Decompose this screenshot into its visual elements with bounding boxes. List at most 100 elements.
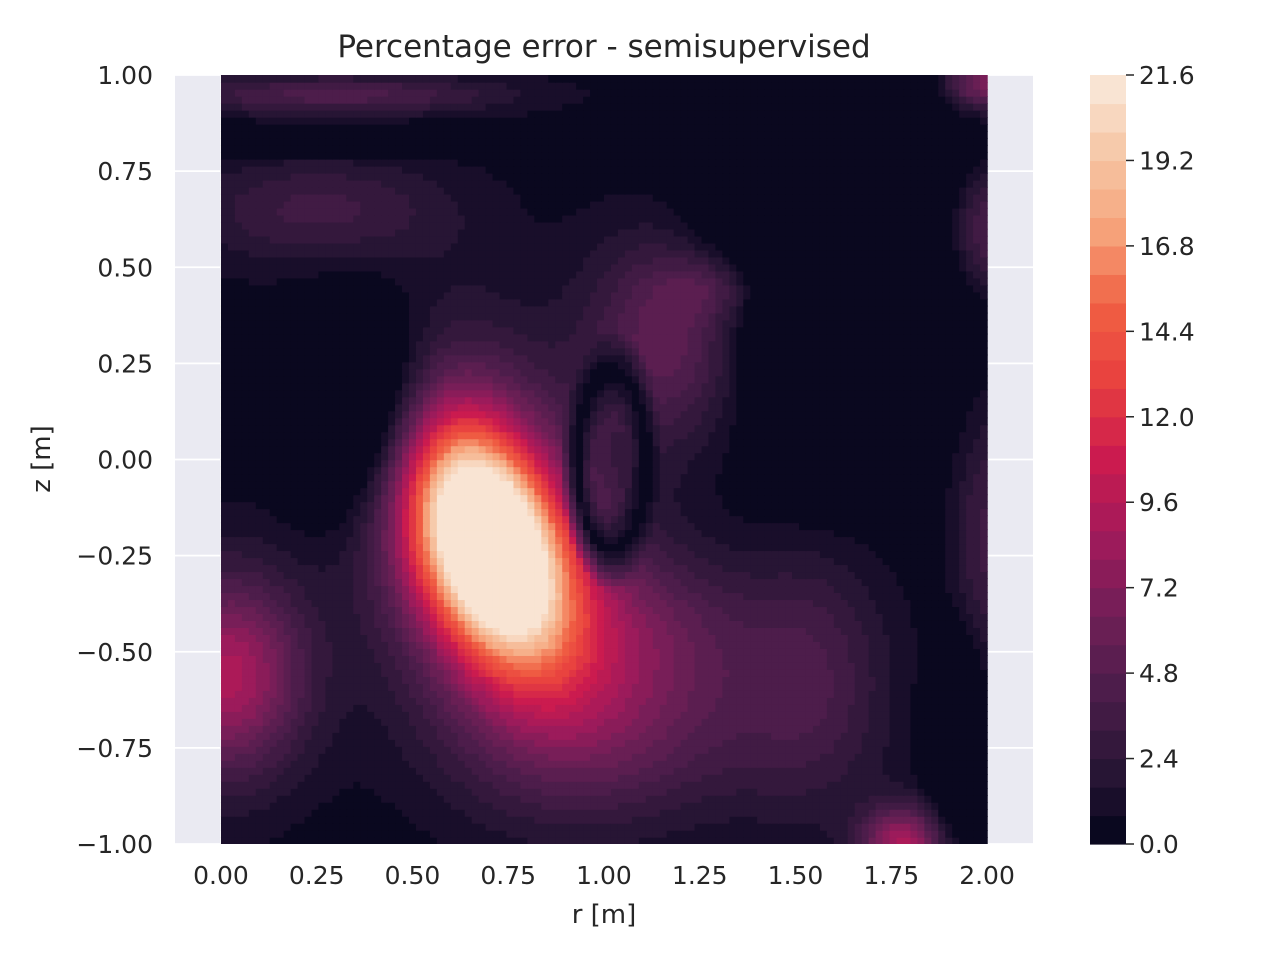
contour-cell: [854, 634, 863, 642]
contour-cell: [771, 774, 779, 782]
contour-cell: [353, 683, 361, 691]
contour-cell: [255, 627, 264, 635]
contour-cell: [534, 704, 543, 712]
contour-cell: [234, 606, 243, 614]
contour-cell: [708, 683, 717, 691]
contour-cell: [395, 690, 403, 698]
contour-cell: [555, 606, 563, 614]
contour-cell: [882, 613, 891, 621]
contour-cell: [548, 837, 556, 844]
contour-cell: [659, 620, 668, 628]
contour-cell: [548, 634, 556, 642]
contour-cell: [590, 697, 598, 705]
contour-cell: [597, 655, 605, 663]
contour-cell: [513, 592, 522, 601]
contour-cell: [311, 578, 320, 587]
contour-cell: [506, 634, 515, 642]
contour-cell: [645, 585, 654, 594]
contour-cell: [882, 746, 891, 754]
contour-cell: [840, 676, 849, 684]
contour-cell: [792, 809, 800, 817]
contour-cell: [854, 676, 863, 684]
contour-cell: [952, 627, 960, 635]
contour-cell: [318, 830, 327, 838]
contour-cell: [311, 571, 320, 580]
contour-cell: [792, 795, 800, 803]
contour-cell: [617, 683, 626, 691]
contour-cell: [409, 536, 417, 545]
contour-cell: [318, 823, 327, 831]
contour-cell: [541, 697, 549, 705]
contour-cell: [248, 753, 257, 761]
contour-cell: [388, 690, 396, 698]
contour-cell: [374, 599, 382, 608]
contour-cell: [541, 802, 549, 810]
contour-cell: [638, 557, 647, 566]
contour-cell: [450, 760, 459, 768]
contour-cell: [924, 634, 933, 642]
contour-cell: [833, 690, 842, 698]
contour-cell: [227, 753, 236, 761]
contour-cell: [367, 522, 375, 531]
contour-cell: [506, 606, 515, 614]
contour-cell: [799, 557, 807, 566]
contour-cell: [604, 627, 612, 635]
contour-cell: [680, 746, 689, 754]
contour-cell: [701, 704, 710, 712]
contour-cell: [248, 760, 257, 768]
contour-cell: [248, 732, 257, 740]
contour-cell: [262, 816, 271, 824]
contour-cell: [569, 781, 577, 789]
contour-cell: [945, 599, 953, 608]
contour-cell: [304, 669, 313, 677]
contour-cell: [506, 543, 515, 552]
contour-cell: [527, 543, 536, 552]
contour-cell: [283, 697, 292, 705]
contour-cell: [325, 676, 334, 684]
contour-cell: [931, 830, 939, 838]
contour-cell: [262, 774, 271, 782]
contour-cell: [610, 711, 619, 719]
contour-cell: [687, 529, 696, 538]
contour-cell: [381, 760, 389, 768]
contour-cell: [896, 655, 905, 663]
contour-cell: [924, 655, 933, 663]
contour-cell: [687, 704, 696, 712]
contour-cell: [722, 795, 731, 803]
contour-cell: [241, 753, 250, 761]
contour-cell: [527, 585, 536, 594]
contour-cell: [938, 592, 946, 601]
contour-cell: [673, 641, 682, 649]
contour-cell: [374, 613, 382, 621]
contour-cell: [659, 795, 668, 803]
contour-cell: [241, 725, 250, 733]
contour-cell: [520, 753, 529, 761]
contour-cell: [847, 837, 856, 844]
contour-cell: [743, 725, 751, 733]
contour-cell: [757, 711, 765, 719]
contour-cell: [429, 732, 438, 740]
contour-cell: [757, 536, 765, 545]
contour-cell: [353, 655, 361, 663]
contour-cell: [652, 620, 661, 628]
contour-cell: [464, 795, 473, 803]
contour-cell: [966, 774, 974, 782]
contour-cell: [631, 823, 640, 831]
contour-cell: [276, 529, 285, 538]
contour-cell: [262, 648, 271, 656]
contour-cell: [527, 676, 536, 684]
contour-cell: [248, 536, 257, 545]
contour-cell: [980, 781, 988, 789]
contour-cell: [617, 704, 626, 712]
contour-cell: [283, 606, 292, 614]
contour-cell: [631, 837, 640, 844]
contour-cell: [562, 564, 570, 573]
contour-cell: [590, 774, 598, 782]
contour-cell: [861, 578, 870, 587]
contour-cell: [917, 564, 926, 573]
contour-cell: [624, 718, 633, 726]
contour-cell: [952, 704, 960, 712]
contour-cell: [896, 809, 905, 817]
contour-cell: [792, 816, 800, 824]
contour-cell: [673, 648, 682, 656]
